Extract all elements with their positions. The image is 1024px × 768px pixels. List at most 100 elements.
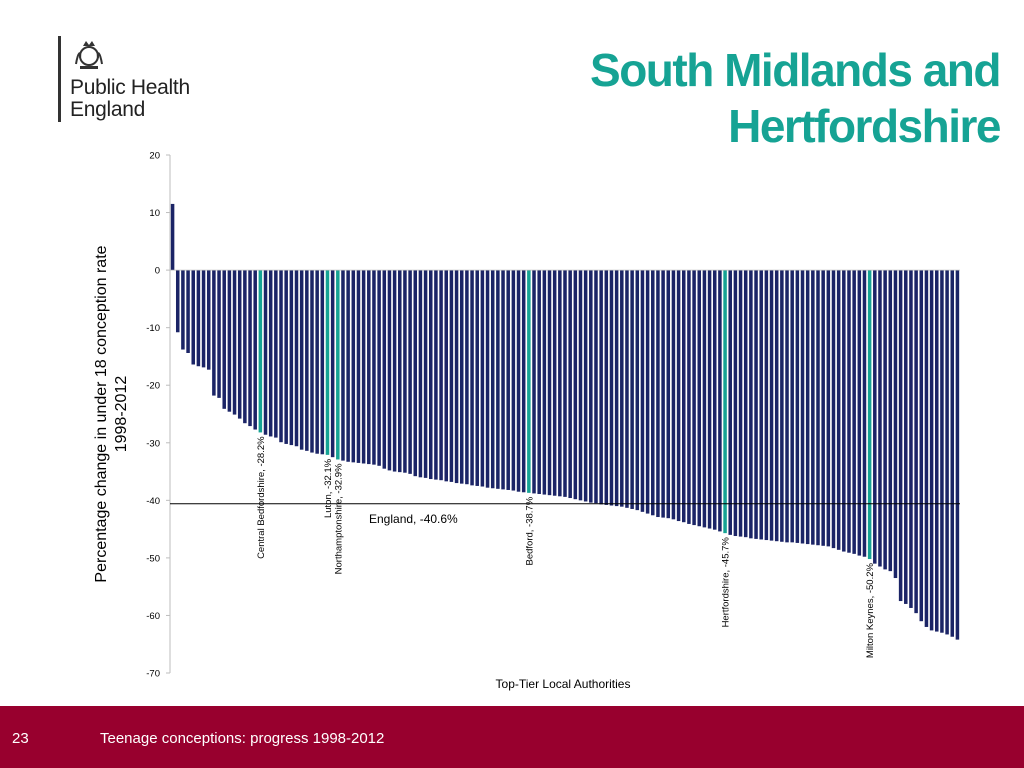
bar <box>940 270 944 633</box>
bar <box>676 270 681 522</box>
bar <box>501 270 505 490</box>
bar <box>682 270 686 523</box>
highlight-label: Luton, -32.1% <box>323 458 334 518</box>
bar <box>232 270 237 415</box>
highlight-bar <box>867 270 872 560</box>
page-title: South Midlands and Hertfordshire <box>440 42 1001 154</box>
bar <box>547 270 552 496</box>
bar <box>470 270 474 486</box>
bar <box>191 270 195 365</box>
bar <box>537 270 541 495</box>
bar <box>279 270 283 443</box>
bar <box>671 270 676 520</box>
bar <box>769 270 774 541</box>
bar <box>780 270 784 542</box>
footer: 23 Teenage conceptions: progress 1998-20… <box>0 706 1024 768</box>
logo: Public Health England <box>58 36 228 126</box>
bar <box>857 270 862 556</box>
bar <box>521 270 526 493</box>
bar <box>816 270 820 546</box>
title-line-2: Hertfordshire <box>728 100 1001 152</box>
bar <box>888 270 893 572</box>
bar <box>666 270 671 519</box>
y-tick-label: -30 <box>146 438 160 449</box>
highlight-label: Bedford, -38.7% <box>524 496 535 565</box>
bar <box>800 270 805 544</box>
highlight-bar <box>336 270 340 460</box>
bar <box>237 270 242 419</box>
bar <box>253 270 257 430</box>
bar <box>589 270 593 503</box>
bar <box>919 270 924 622</box>
bar <box>821 270 825 546</box>
highlight-bar <box>325 270 330 455</box>
logo-divider <box>58 36 61 122</box>
logo-line-2: England <box>70 98 145 121</box>
bar <box>862 270 867 557</box>
y-tick-label: -60 <box>146 611 160 622</box>
bar <box>480 270 485 487</box>
bar <box>743 270 748 538</box>
bar <box>465 270 469 485</box>
bar <box>929 270 934 631</box>
bar <box>294 270 299 447</box>
bar <box>434 270 438 480</box>
bar <box>795 270 800 543</box>
bar <box>764 270 769 541</box>
bar <box>496 270 500 489</box>
bar <box>785 270 789 543</box>
bar <box>754 270 758 539</box>
title-line-1: South Midlands and <box>590 44 1001 96</box>
highlight-label: Milton Keynes, -50.2% <box>865 562 876 658</box>
page-number: 23 <box>12 730 29 747</box>
bar <box>196 270 201 367</box>
bar <box>289 270 294 446</box>
bar <box>217 270 221 398</box>
bar <box>351 270 356 463</box>
bar <box>459 270 464 484</box>
bar <box>439 270 443 481</box>
bar <box>552 270 557 496</box>
bar <box>609 270 614 506</box>
bar <box>274 270 278 438</box>
bar <box>475 270 479 486</box>
bar <box>387 270 392 471</box>
bar <box>423 270 428 478</box>
bar <box>826 270 831 547</box>
highlight-bar <box>258 270 263 433</box>
bar <box>873 270 877 564</box>
bar <box>408 270 412 474</box>
bar <box>935 270 939 632</box>
bar <box>651 270 655 516</box>
bar <box>263 270 268 435</box>
bar <box>175 270 180 333</box>
bar <box>630 270 634 509</box>
bar <box>367 270 371 465</box>
y-tick-label: -10 <box>146 323 160 334</box>
y-tick-label: -20 <box>146 381 160 392</box>
bar <box>914 270 918 614</box>
bar <box>599 270 603 505</box>
bar <box>950 270 955 637</box>
highlight-label: Central Bedfordshire, -28.2% <box>256 436 267 559</box>
bar <box>248 270 252 427</box>
bar-chart: 20 10 0 -10 -20 -30 -40 -50 -60 -70 England, -40.6… <box>146 151 960 691</box>
bar <box>305 270 309 451</box>
bar <box>382 270 387 469</box>
bar <box>955 270 960 640</box>
bar <box>243 270 247 424</box>
bar <box>181 270 185 350</box>
bar <box>490 270 495 489</box>
bar <box>852 270 856 554</box>
footer-text: Teenage conceptions: progress 1998-2012 <box>100 730 385 747</box>
bar <box>645 270 650 514</box>
bar <box>299 270 304 450</box>
bar <box>563 270 567 497</box>
bar <box>707 270 712 529</box>
bar <box>227 270 232 412</box>
england-reference-label: England, -40.6% <box>369 512 458 526</box>
bar <box>268 270 273 437</box>
bar <box>330 270 335 458</box>
bar <box>558 270 562 497</box>
bar <box>847 270 851 553</box>
